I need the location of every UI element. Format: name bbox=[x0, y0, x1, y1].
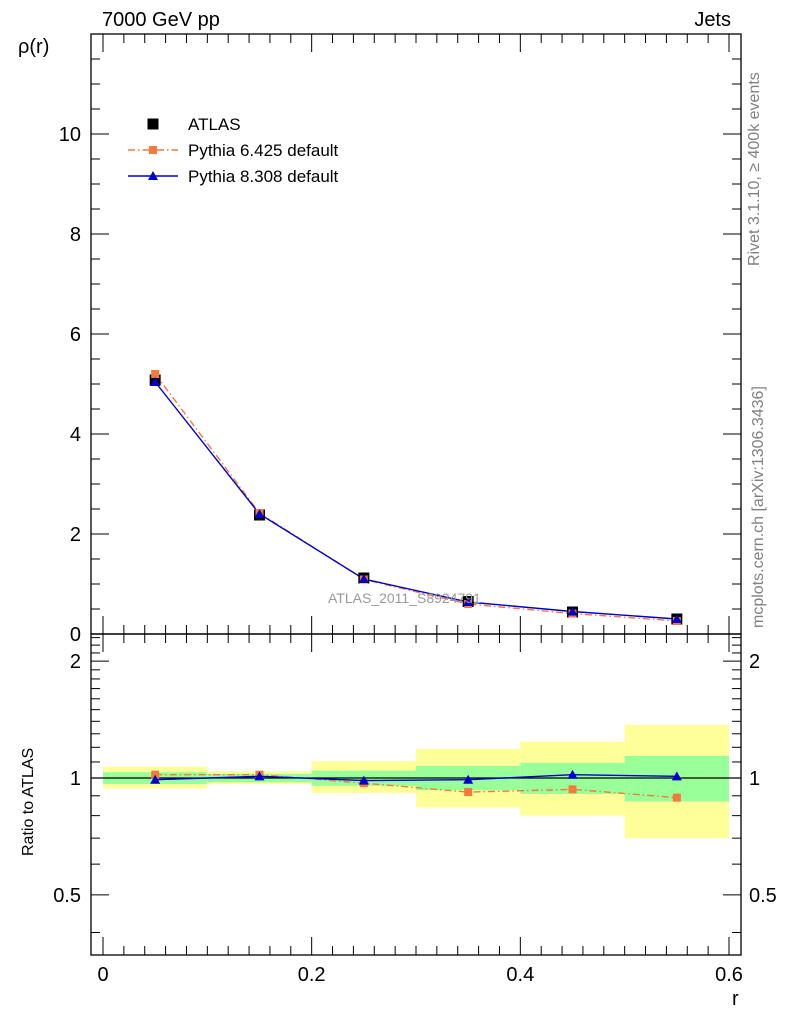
ratio-y-tick-label-left: 1 bbox=[70, 768, 81, 790]
rivet-version-label: Rivet 3.1.10, ≥ 400k events bbox=[746, 72, 763, 266]
x-tick-label: 0 bbox=[97, 964, 108, 986]
main-series-point-2 bbox=[463, 597, 474, 606]
legend-label-2: Pythia 8.308 default bbox=[188, 167, 339, 186]
ratio-series-point-1 bbox=[358, 775, 369, 785]
analysis-watermark: ATLAS_2011_S8924791 bbox=[328, 590, 481, 606]
ratio-y-tick-label-right: 1 bbox=[749, 768, 760, 790]
header-process-label: Jets bbox=[694, 9, 731, 31]
ratio-uncertainty-bands bbox=[91, 724, 741, 839]
ratio-series-point-1 bbox=[463, 774, 474, 784]
x-tick-label: 0.6 bbox=[715, 964, 743, 986]
ratio-plot bbox=[150, 769, 682, 802]
ratio-y-tick-label-right: 0.5 bbox=[749, 885, 777, 907]
main-y-tick-label: 0 bbox=[70, 624, 81, 646]
ratio-series-point-1 bbox=[671, 771, 682, 781]
ratio-series-line-1 bbox=[155, 773, 677, 782]
main-y-tick-label: 4 bbox=[70, 424, 81, 446]
axes: 0 2 4 6 8 10 0 0.2 0.4 0.6 0.5 0.5 1 1 2 2 bbox=[53, 33, 777, 986]
legend-marker-2 bbox=[148, 171, 158, 180]
ratio-series-point-0 bbox=[151, 770, 160, 779]
ratio-series-point-1 bbox=[254, 771, 265, 781]
x-axis-label: r bbox=[732, 988, 739, 1010]
ratio-y-tick-label-left: 0.5 bbox=[53, 885, 81, 907]
mcplots-reference-label: mcplots.cern.ch [arXiv:1306.3436] bbox=[750, 386, 767, 628]
ratio-series-point-0 bbox=[672, 793, 681, 802]
main-series-point-2 bbox=[567, 606, 578, 616]
legend-label-1: Pythia 6.425 default bbox=[188, 141, 339, 160]
ratio-y-tick-label-right: 2 bbox=[749, 651, 760, 673]
ratio-y-axis-label: Ratio to ATLAS bbox=[20, 747, 37, 856]
ratio-series-point-0 bbox=[568, 785, 577, 794]
main-y-axis-label: ρ(r) bbox=[18, 36, 50, 58]
main-series-point-2 bbox=[358, 574, 369, 583]
main-y-tick-label: 6 bbox=[70, 324, 81, 346]
ratio-series-line-0 bbox=[155, 773, 677, 799]
main-series-point-2 bbox=[150, 377, 161, 386]
main-series-line-1 bbox=[154, 373, 677, 622]
main-y-tick-label: 2 bbox=[70, 524, 81, 546]
legend-marker-atlas bbox=[147, 118, 159, 130]
x-tick-label: 0.2 bbox=[298, 964, 326, 986]
header-collision-label: 7000 GeV pp bbox=[102, 9, 220, 31]
legend: ATLAS Pythia 6.425 default Pythia 8.308 de… bbox=[128, 115, 339, 186]
ratio-y-tick-label-left: 2 bbox=[70, 651, 81, 673]
main-series-point-2 bbox=[254, 509, 265, 518]
main-series-point-2 bbox=[671, 614, 682, 623]
legend-marker-1 bbox=[149, 146, 157, 154]
main-series-point-1 bbox=[151, 370, 160, 378]
ratio-series-point-1 bbox=[150, 774, 161, 784]
ratio-series-point-0 bbox=[464, 788, 473, 797]
main-series-line-2 bbox=[154, 381, 677, 620]
main-plot bbox=[149, 370, 683, 625]
main-y-tick-label: 8 bbox=[70, 224, 81, 246]
legend-label-0: ATLAS bbox=[188, 115, 241, 134]
ratio-series-point-1 bbox=[567, 769, 578, 779]
x-tick-label: 0.4 bbox=[506, 964, 534, 986]
main-y-tick-label: 10 bbox=[59, 124, 81, 146]
